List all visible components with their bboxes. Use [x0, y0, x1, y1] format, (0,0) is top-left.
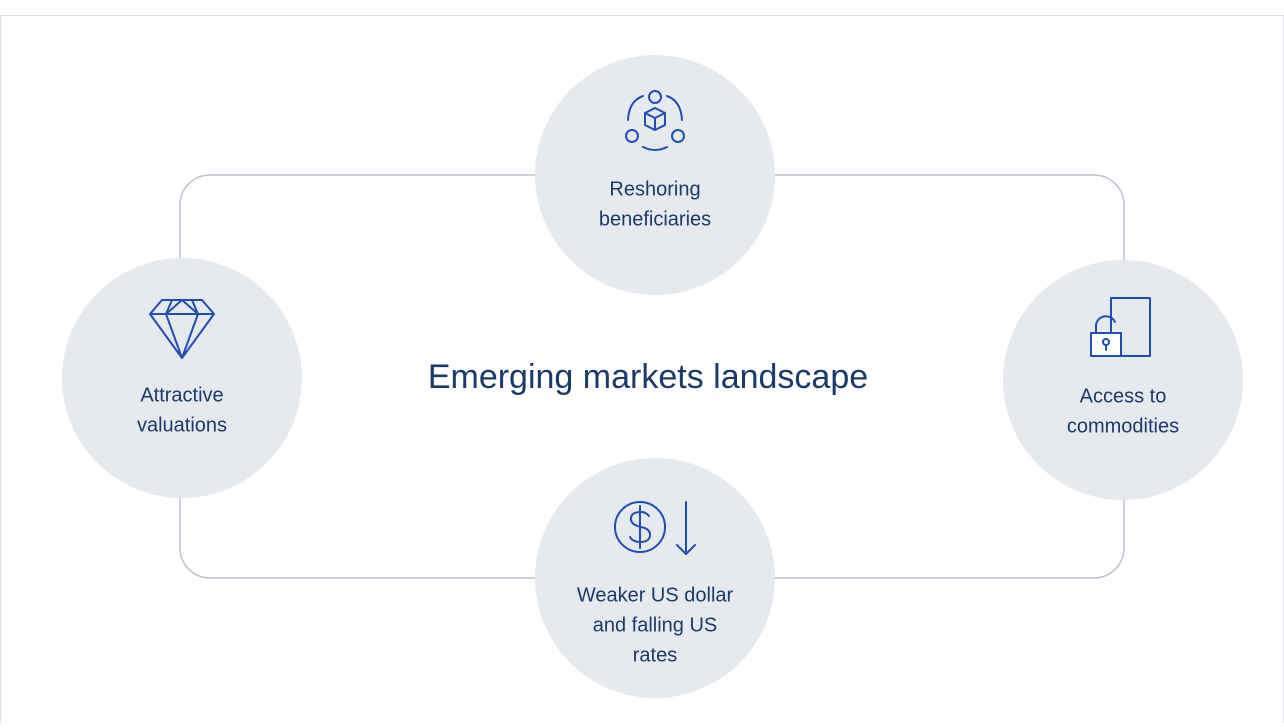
node-label: Access to	[1080, 385, 1167, 407]
node-label: Reshoring	[609, 178, 700, 200]
node-label: valuations	[137, 414, 227, 436]
node-circle	[1003, 260, 1243, 500]
node-label: beneficiaries	[599, 208, 711, 230]
node-label: and falling US	[593, 614, 718, 636]
reshoring-icon	[625, 90, 685, 151]
node-label: Attractive	[140, 384, 223, 406]
node-label: commodities	[1067, 415, 1179, 437]
node-label: Weaker US dollar	[577, 584, 734, 606]
node-circle	[62, 258, 302, 498]
diamond-icon	[149, 299, 215, 359]
node-circle	[535, 55, 775, 295]
node-label: rates	[633, 644, 677, 666]
lock-icon	[1090, 297, 1151, 357]
diagram-title: Emerging markets landscape	[428, 358, 868, 396]
dollar-icon	[614, 501, 696, 555]
node-circle	[535, 458, 775, 698]
